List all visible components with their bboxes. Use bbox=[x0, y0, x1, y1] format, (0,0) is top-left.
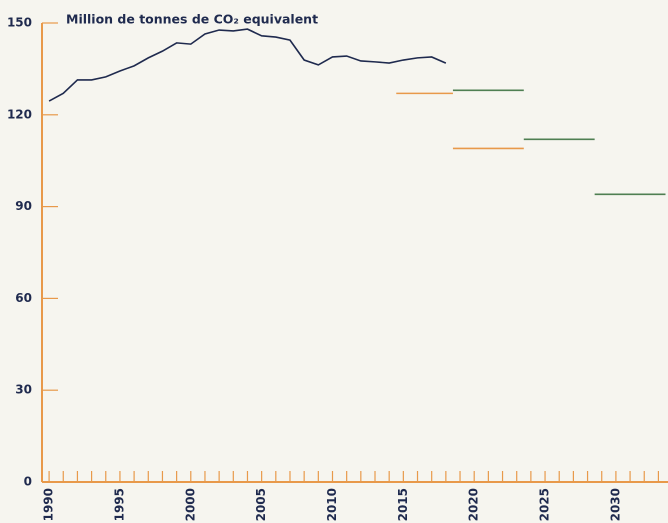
x-tick-label: 2020 bbox=[467, 488, 481, 521]
y-tick-label: 30 bbox=[15, 383, 32, 397]
x-tick-label: 2025 bbox=[538, 488, 552, 521]
x-tick-label: 2000 bbox=[183, 488, 197, 521]
x-tick-label: 2010 bbox=[325, 488, 339, 521]
x-tick-label: 2005 bbox=[254, 488, 268, 521]
line bbox=[48, 28, 447, 102]
y-tick-label: 90 bbox=[15, 199, 32, 213]
chart-title: Million de tonnes de CO₂ equivalent bbox=[66, 12, 318, 27]
x-tick-label: 2030 bbox=[608, 488, 622, 521]
y-tick-label: 0 bbox=[24, 475, 32, 489]
x-tick-label: 1990 bbox=[42, 488, 56, 521]
x-tick-label: 1995 bbox=[112, 488, 126, 521]
y-tick-label: 120 bbox=[7, 107, 32, 121]
x-tick-label: 2015 bbox=[396, 488, 410, 521]
y-tick-label: 150 bbox=[7, 16, 32, 30]
y-tick-label: 60 bbox=[15, 291, 32, 305]
